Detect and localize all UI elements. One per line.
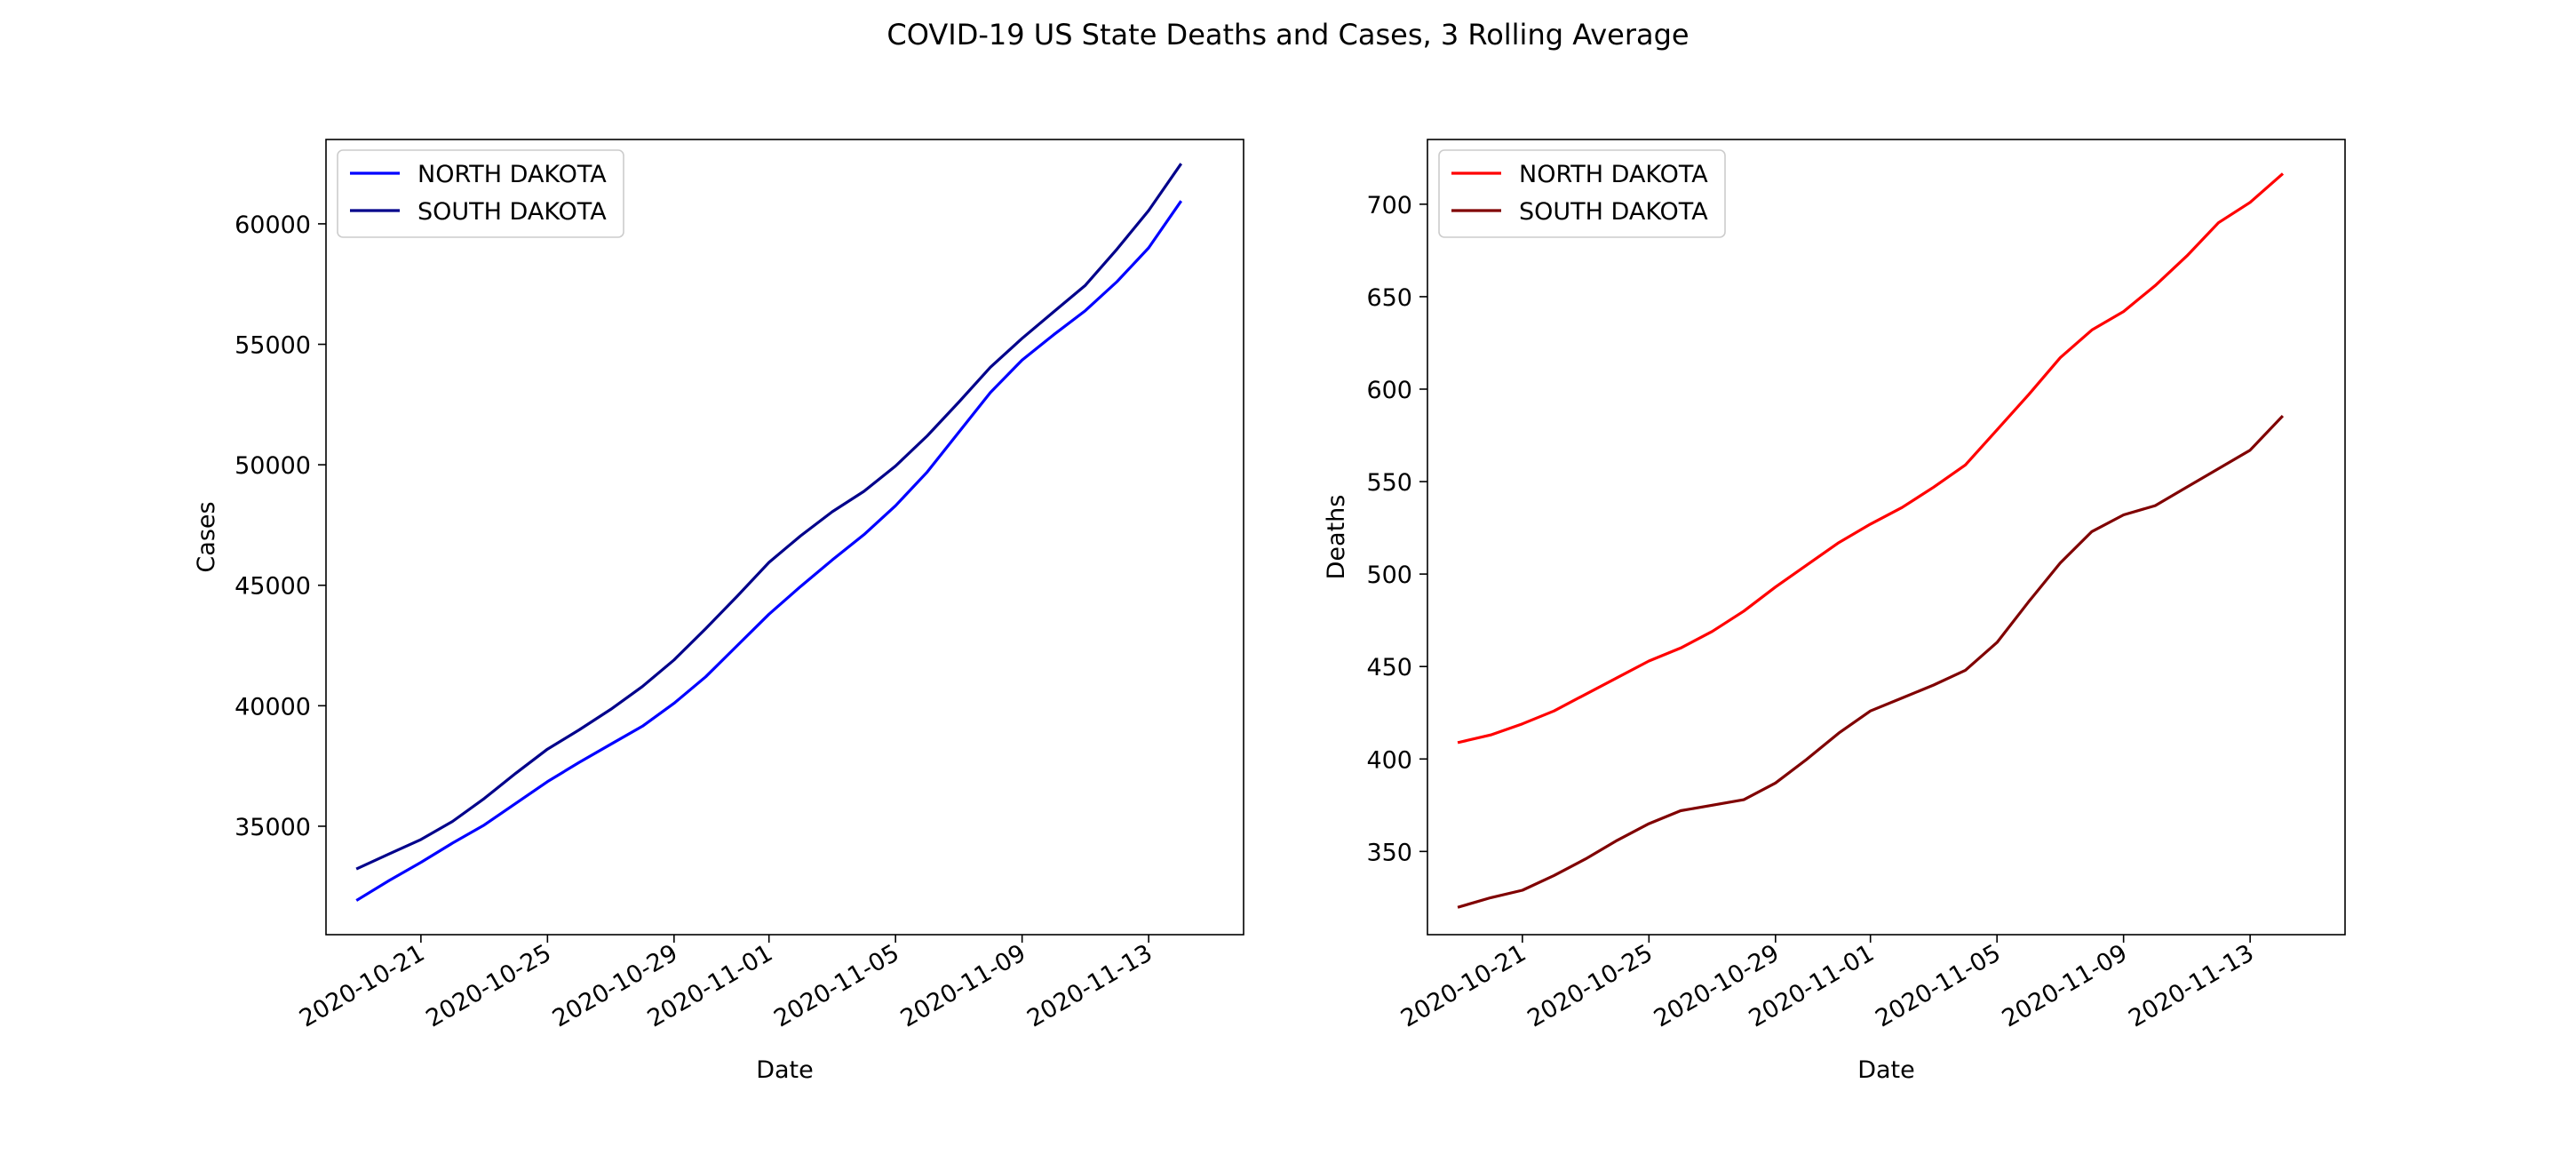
y-tick-label: 55000 xyxy=(235,332,311,360)
legend-box xyxy=(1438,149,1726,238)
series-line-north-dakota xyxy=(1457,172,2285,745)
legend-label: NORTH DAKOTA xyxy=(1519,161,1708,188)
y-tick-label: 60000 xyxy=(235,211,311,239)
plot-frame xyxy=(1427,139,2346,936)
series-line-south-dakota xyxy=(1457,414,2285,909)
legend: NORTH DAKOTA SOUTH DAKOTA xyxy=(1438,149,1726,238)
y-tick-label: 600 xyxy=(1366,377,1412,404)
y-tick-label: 700 xyxy=(1366,192,1412,219)
y-axis-label: Cases xyxy=(193,501,220,572)
y-tick-label: 450 xyxy=(1366,654,1412,681)
legend-box xyxy=(337,149,624,238)
plot-frame xyxy=(325,139,1244,936)
y-tick-label: 40000 xyxy=(235,693,311,721)
legend: NORTH DAKOTA SOUTH DAKOTA xyxy=(337,149,624,238)
legend-label: NORTH DAKOTA xyxy=(417,161,607,188)
y-tick-label: 350 xyxy=(1366,839,1412,866)
y-axis-label: Deaths xyxy=(1323,495,1350,580)
y-tick-label: 50000 xyxy=(235,452,311,480)
legend-label: SOUTH DAKOTA xyxy=(417,198,607,226)
x-axis-label: Date xyxy=(756,1056,814,1084)
y-tick-label: 550 xyxy=(1366,469,1412,497)
y-tick-label: 500 xyxy=(1366,562,1412,589)
x-axis-label: Date xyxy=(1857,1056,1915,1084)
legend-label: SOUTH DAKOTA xyxy=(1519,198,1708,226)
y-tick-label: 400 xyxy=(1366,746,1412,774)
series-line-north-dakota xyxy=(355,200,1183,902)
series-line-south-dakota xyxy=(355,163,1183,871)
y-tick-label: 45000 xyxy=(235,573,311,601)
figure-title: COVID-19 US State Deaths and Cases, 3 Ro… xyxy=(886,18,1689,52)
y-tick-label: 35000 xyxy=(235,814,311,841)
y-tick-label: 650 xyxy=(1366,284,1412,312)
